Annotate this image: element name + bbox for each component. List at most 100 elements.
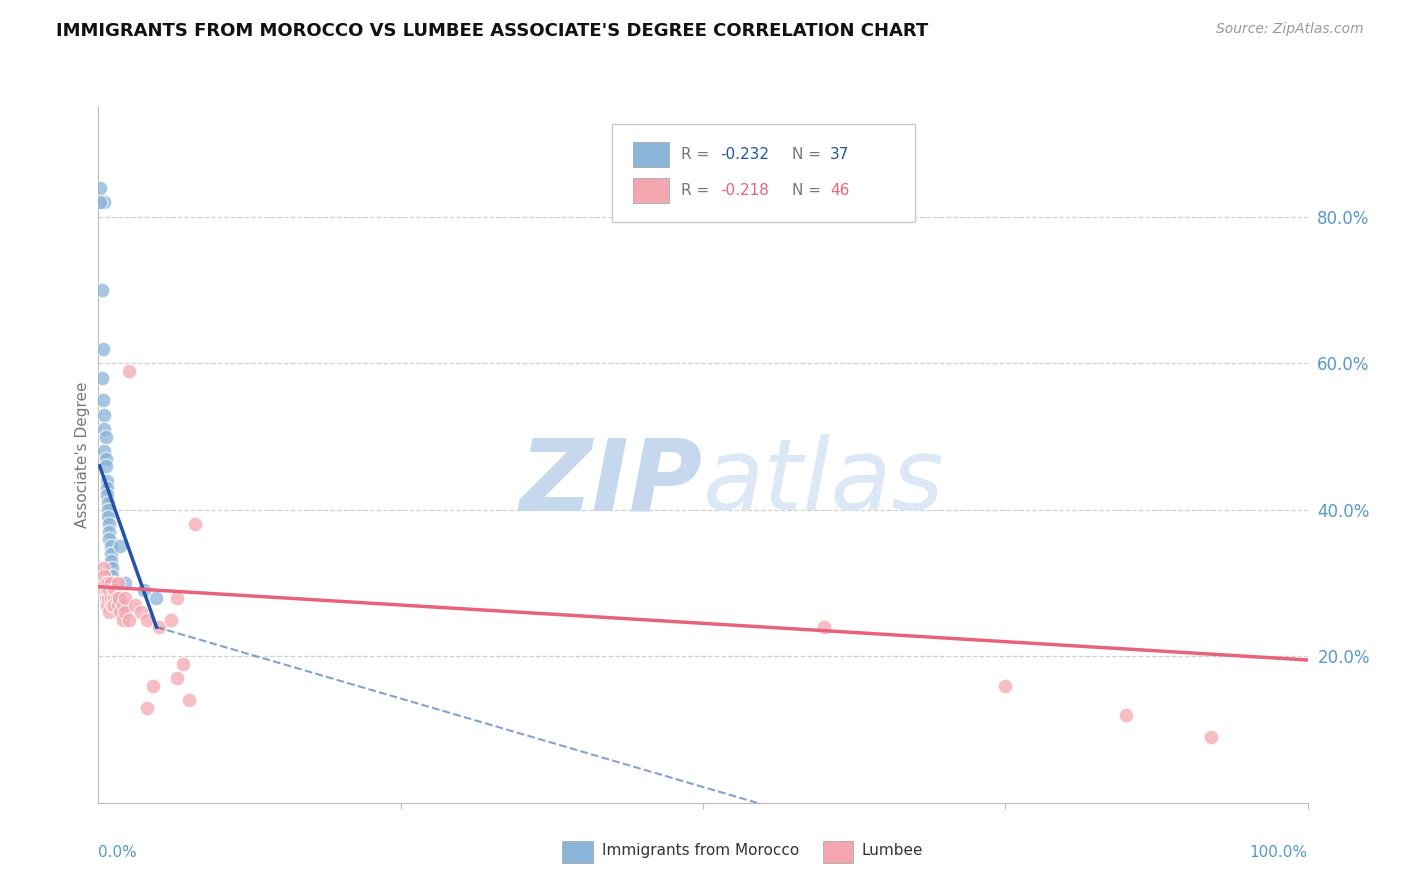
Point: [101, 576, 124, 591]
Point: [100, 547, 122, 561]
Point: [93, 422, 115, 436]
Point: [94, 451, 117, 466]
Point: [813, 620, 835, 634]
Point: [104, 583, 127, 598]
Point: [98, 583, 121, 598]
Point: [89, 180, 111, 194]
Point: [134, 583, 156, 598]
Point: [100, 591, 122, 605]
Point: [97, 495, 120, 509]
Point: [114, 606, 136, 620]
Text: Source: ZipAtlas.com: Source: ZipAtlas.com: [1216, 22, 1364, 37]
Text: -0.218: -0.218: [720, 183, 769, 198]
Point: [91, 561, 114, 575]
Point: [93, 444, 115, 458]
Point: [111, 598, 134, 612]
Text: N =: N =: [793, 183, 827, 198]
Point: [104, 591, 127, 605]
Point: [100, 598, 122, 612]
Point: [93, 568, 115, 582]
Text: Lumbee: Lumbee: [862, 844, 924, 858]
Point: [172, 657, 194, 671]
Point: [135, 700, 157, 714]
Point: [91, 342, 114, 356]
Text: 37: 37: [830, 147, 849, 161]
Point: [1199, 730, 1222, 744]
Point: [97, 591, 120, 605]
Point: [97, 503, 120, 517]
Point: [100, 576, 122, 591]
Point: [124, 598, 146, 612]
Point: [108, 606, 131, 620]
Point: [994, 679, 1017, 693]
Point: [129, 606, 152, 620]
Point: [118, 364, 141, 378]
Point: [98, 532, 121, 546]
Point: [96, 598, 118, 612]
Point: [142, 679, 165, 693]
Point: [107, 598, 129, 612]
Text: N =: N =: [793, 147, 827, 161]
Point: [96, 583, 118, 598]
Point: [97, 576, 120, 591]
Text: -0.232: -0.232: [720, 147, 769, 161]
Point: [98, 606, 121, 620]
Point: [108, 540, 131, 554]
Text: 100.0%: 100.0%: [1250, 845, 1308, 860]
Point: [94, 458, 117, 473]
Point: [91, 371, 114, 385]
Point: [108, 591, 131, 605]
FancyBboxPatch shape: [633, 142, 669, 167]
Point: [100, 540, 122, 554]
Point: [94, 429, 117, 443]
Point: [98, 517, 121, 532]
Text: atlas: atlas: [703, 434, 945, 532]
Text: 46: 46: [830, 183, 849, 198]
Point: [91, 576, 114, 591]
Point: [101, 583, 124, 598]
Point: [166, 671, 188, 685]
FancyBboxPatch shape: [633, 178, 669, 203]
Point: [93, 583, 115, 598]
Point: [148, 620, 170, 634]
Point: [179, 693, 201, 707]
Point: [107, 591, 129, 605]
Point: [89, 195, 111, 210]
Text: 0.0%: 0.0%: [98, 845, 138, 860]
Point: [135, 613, 157, 627]
Point: [93, 195, 115, 210]
Text: ZIP: ZIP: [520, 434, 703, 532]
Point: [100, 568, 122, 582]
Point: [145, 591, 167, 605]
Point: [93, 408, 115, 422]
Point: [107, 576, 129, 591]
Point: [105, 591, 128, 605]
Point: [94, 576, 117, 591]
Point: [91, 283, 114, 297]
Point: [160, 613, 183, 627]
Point: [184, 517, 207, 532]
Point: [101, 576, 124, 591]
Point: [114, 576, 136, 591]
Point: [103, 598, 125, 612]
Point: [118, 613, 141, 627]
FancyBboxPatch shape: [613, 124, 915, 222]
Point: [166, 591, 188, 605]
Point: [98, 524, 121, 539]
Point: [94, 591, 117, 605]
Point: [96, 488, 118, 502]
Y-axis label: Associate's Degree: Associate's Degree: [75, 382, 90, 528]
Point: [114, 591, 136, 605]
Point: [96, 474, 118, 488]
Text: R =: R =: [682, 183, 714, 198]
Point: [111, 613, 134, 627]
Text: IMMIGRANTS FROM MOROCCO VS LUMBEE ASSOCIATE'S DEGREE CORRELATION CHART: IMMIGRANTS FROM MOROCCO VS LUMBEE ASSOCI…: [56, 22, 928, 40]
Point: [1115, 707, 1137, 722]
Point: [100, 554, 122, 568]
Point: [103, 583, 125, 598]
Point: [100, 561, 122, 575]
Point: [91, 392, 114, 407]
Point: [105, 598, 128, 612]
Point: [96, 481, 118, 495]
Point: [103, 591, 125, 605]
